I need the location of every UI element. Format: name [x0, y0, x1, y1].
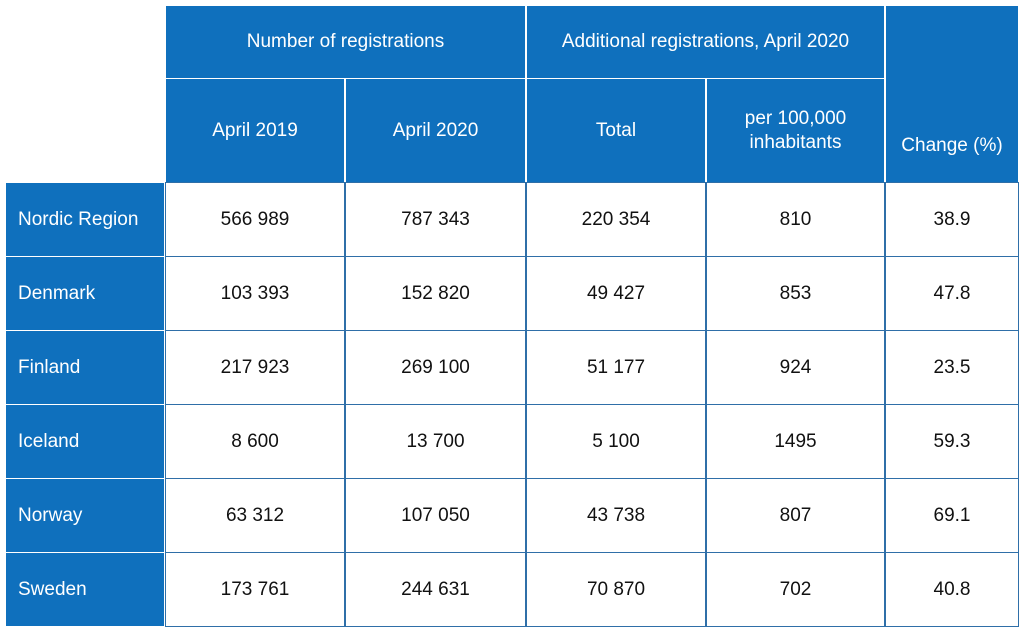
data-cell: 220 354: [526, 182, 706, 257]
data-cell: 566 989: [165, 182, 345, 257]
data-cell: 47.8: [885, 256, 1019, 331]
data-cell: 40.8: [885, 552, 1019, 627]
data-cell: 70 870: [526, 552, 706, 627]
row-label: Nordic Region: [5, 182, 165, 257]
data-cell: 49 427: [526, 256, 706, 331]
data-cell: 8 600: [165, 404, 345, 479]
data-cell: 244 631: [345, 552, 526, 627]
row-label: Sweden: [5, 552, 165, 627]
data-cell: 51 177: [526, 330, 706, 405]
group-header: Additional registrations, April 2020: [526, 5, 885, 79]
data-cell: 810: [706, 182, 885, 257]
group-header: Number of registrations: [165, 5, 526, 79]
data-cell: 173 761: [165, 552, 345, 627]
column-header: Change (%): [885, 5, 1019, 183]
data-cell: 269 100: [345, 330, 526, 405]
data-cell: 807: [706, 478, 885, 553]
row-label: Iceland: [5, 404, 165, 479]
data-cell: 23.5: [885, 330, 1019, 405]
column-header: Total: [526, 78, 706, 183]
row-label: Denmark: [5, 256, 165, 331]
data-cell: 69.1: [885, 478, 1019, 553]
data-cell: 787 343: [345, 182, 526, 257]
column-header: April 2020: [345, 78, 526, 183]
row-label: Norway: [5, 478, 165, 553]
data-cell: 5 100: [526, 404, 706, 479]
data-cell: 152 820: [345, 256, 526, 331]
data-cell: 702: [706, 552, 885, 627]
data-cell: 103 393: [165, 256, 345, 331]
column-header: April 2019: [165, 78, 345, 183]
data-cell: 853: [706, 256, 885, 331]
data-cell: 1495: [706, 404, 885, 479]
data-cell: 107 050: [345, 478, 526, 553]
data-cell: 43 738: [526, 478, 706, 553]
row-label: Finland: [5, 330, 165, 405]
data-cell: 13 700: [345, 404, 526, 479]
column-header: per 100,000 inhabitants: [706, 78, 885, 183]
data-cell: 63 312: [165, 478, 345, 553]
data-cell: 924: [706, 330, 885, 405]
data-cell: 38.9: [885, 182, 1019, 257]
data-cell: 59.3: [885, 404, 1019, 479]
data-cell: 217 923: [165, 330, 345, 405]
